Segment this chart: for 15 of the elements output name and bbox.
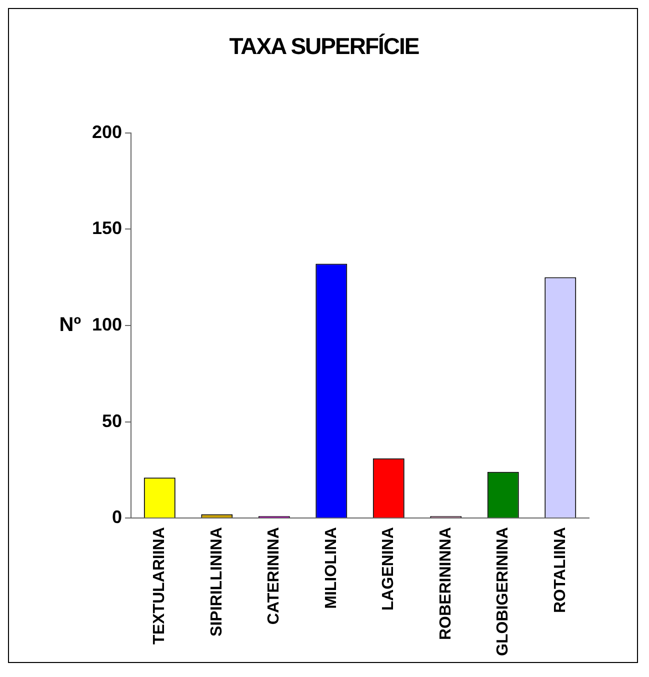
chart-title: TAXA SUPERFÍCIE bbox=[228, 33, 420, 60]
y-tick-label: 100 bbox=[92, 314, 122, 334]
x-tick-label: SIPIRILLININA bbox=[208, 526, 226, 636]
x-tick-label: TEXTULARIINA bbox=[151, 526, 168, 644]
y-axis-title: Nº bbox=[59, 314, 81, 336]
y-tick-label: 150 bbox=[92, 218, 122, 238]
x-tick-label: ROTALIINA bbox=[552, 526, 569, 614]
x-tick-label: MILIOLINA bbox=[322, 526, 340, 609]
x-tick-label: ROBERININNA bbox=[437, 526, 454, 640]
x-tick-label: CATERININA bbox=[266, 526, 283, 625]
x-tick-label: GLOBIGERININA bbox=[494, 526, 512, 656]
y-tick-label: 0 bbox=[112, 507, 122, 528]
y-tick-label: 50 bbox=[102, 410, 122, 431]
y-tick-label: 200 bbox=[92, 122, 122, 142]
x-tick-label: LAGENINA bbox=[380, 526, 398, 611]
